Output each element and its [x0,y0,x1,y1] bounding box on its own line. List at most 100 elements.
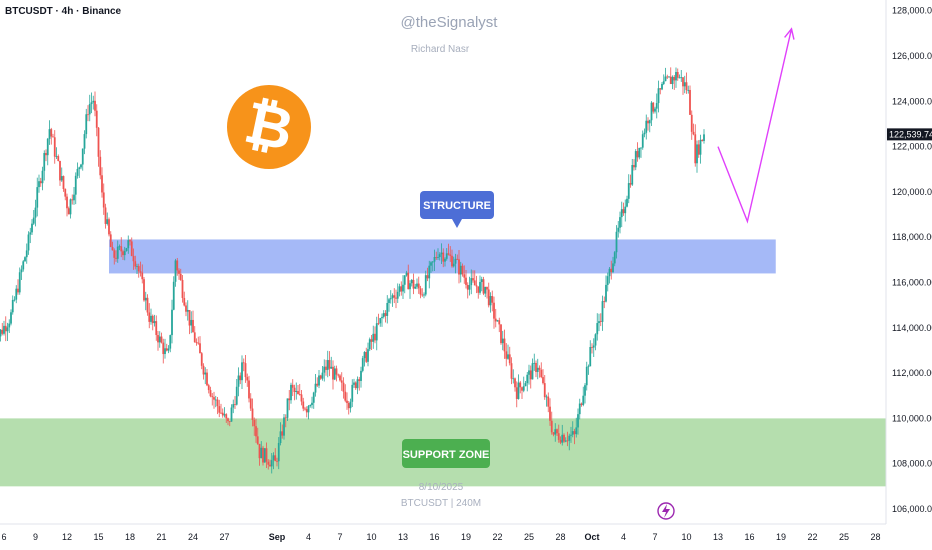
candle [594,333,597,351]
candle [197,336,200,345]
candle [29,227,32,244]
candle [351,379,354,408]
candle [129,239,131,246]
candle [347,400,350,415]
candle [169,334,172,353]
candle [617,221,620,238]
candle [680,69,683,82]
candle [480,276,483,292]
candle [76,162,79,179]
watermark-author: Richard Nasr [411,44,470,55]
candle [689,85,691,116]
candle [349,398,352,413]
y-tick-label: 126,000.00 [892,51,932,61]
candle [195,338,198,346]
structure-label-text: STRUCTURE [423,200,491,212]
x-tick-label: 18 [125,532,135,542]
candle [307,404,310,420]
candle [213,391,215,409]
candle [283,413,285,440]
candle [489,292,492,313]
candle [88,94,91,122]
candle [524,381,527,387]
candle [452,256,455,268]
candle [249,393,252,411]
candle [202,363,205,380]
candle [479,275,481,295]
candle [24,256,26,262]
candle [368,337,371,352]
projection-line [717,28,793,224]
candle [239,372,242,385]
candle [493,296,495,329]
candle [536,358,539,380]
candle [491,290,494,312]
candle [696,140,698,173]
candle [554,423,557,442]
candle [640,147,642,158]
projection-arrow [717,27,795,224]
candle [589,340,592,367]
candle [535,360,537,378]
candle [648,119,651,133]
candle [701,139,704,142]
x-tick-label: 25 [524,532,534,542]
candle [564,437,567,443]
candle [561,424,564,446]
candle [601,295,604,331]
candle [137,263,140,278]
candle [59,160,61,186]
candle [636,142,639,162]
candle [45,149,47,162]
watermark-handle: @theSignalyst [401,14,499,31]
candle [629,174,632,188]
candle [256,427,259,445]
candle [78,166,81,178]
candle [500,324,502,345]
lightning-icon[interactable] [657,502,675,520]
candle [318,370,320,389]
candle [87,105,89,122]
candle [582,386,585,407]
candle [372,325,375,349]
candle [32,210,35,225]
candle [52,133,54,138]
candle [507,344,509,360]
candle [337,373,340,378]
candle [263,448,266,463]
x-tick-label: Oct [584,532,599,542]
candle [25,243,28,264]
candle [172,276,175,311]
candle [183,291,186,307]
candle [626,195,628,208]
candle [676,68,679,81]
candle [276,457,278,467]
symbol-header: BTCUSDT · 4h · Binance [5,6,122,17]
candle [508,346,511,366]
candle [165,343,168,352]
candle [53,130,56,164]
candle [612,256,614,274]
candle [10,309,12,326]
y-tick-label: 112,000.00 [892,368,932,378]
candle [39,177,42,187]
candle [606,272,609,292]
candle [431,261,434,272]
candle [395,289,397,309]
candle [64,188,67,201]
candle [634,149,637,171]
candle [43,150,46,181]
candle [627,174,630,204]
candle [211,393,214,406]
candle [442,248,445,268]
candle [241,355,243,390]
candle [410,278,413,287]
candle [389,290,392,304]
candle [295,382,298,400]
candle [683,75,686,94]
candle [409,280,411,299]
candle [668,76,670,78]
candle [570,426,572,443]
watermark-footer: BTCUSDT | 240M [401,498,481,509]
candle [11,295,14,315]
